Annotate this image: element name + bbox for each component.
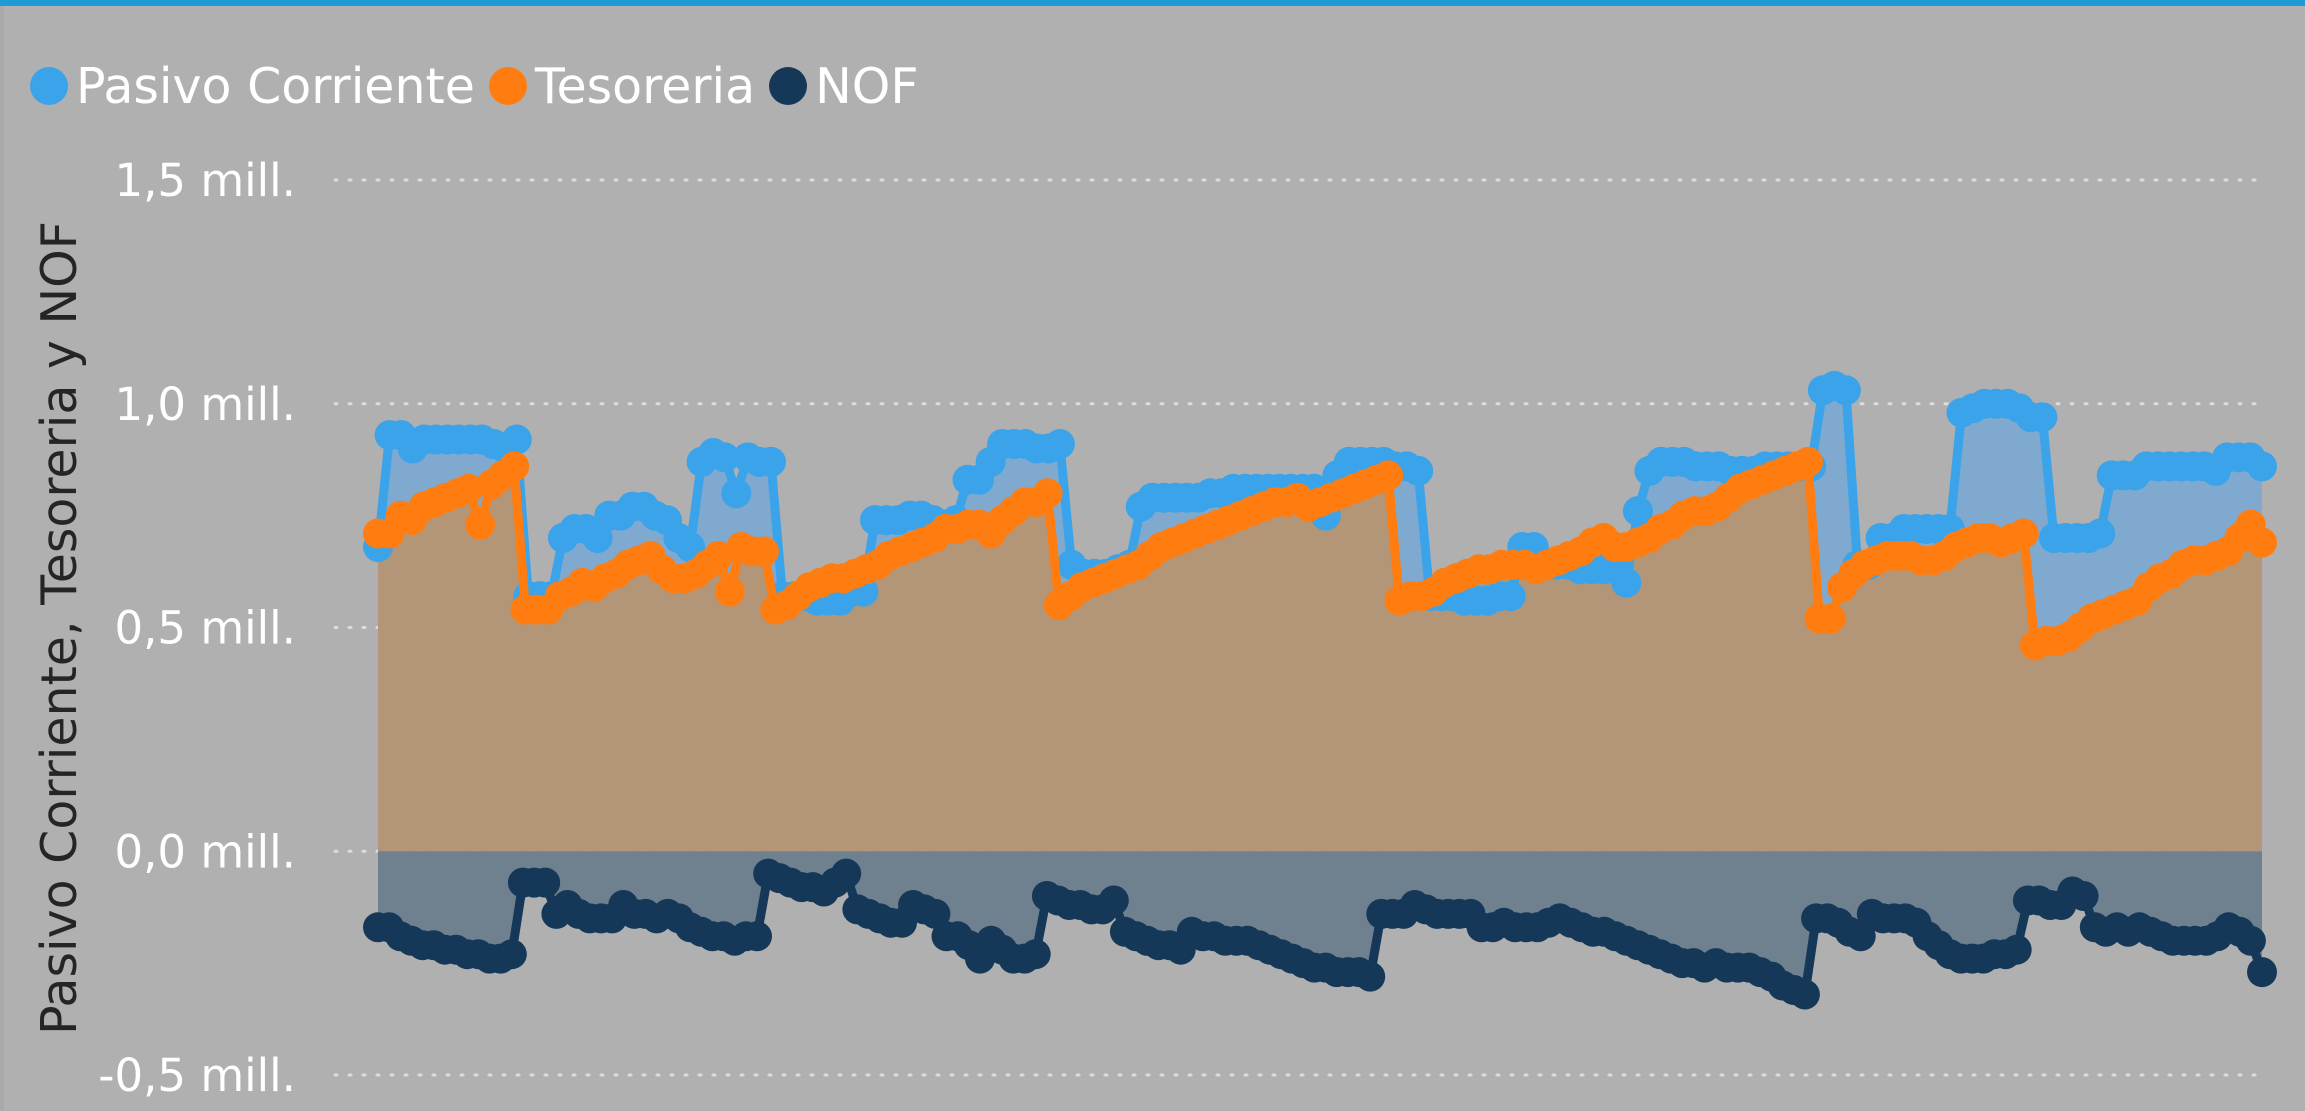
visual-left-edge	[0, 6, 4, 1111]
legend-marker-nof	[769, 67, 808, 105]
point-tesoreria-31	[714, 576, 745, 607]
y-tick-label-0: 1,5 mill.	[114, 154, 296, 207]
markers-nof	[363, 858, 2277, 1010]
point-tesoreria-145	[2008, 518, 2039, 549]
point-nof-153	[2068, 881, 2099, 911]
legend-label-pasivo-corriente: Pasivo Corriente	[76, 57, 475, 115]
point-pasivo-corriente-127	[1830, 375, 1861, 406]
legend-item-nof[interactable]: NOF	[769, 57, 919, 115]
point-pasivo-corriente-59	[1044, 429, 1075, 459]
point-pasivo-corriente-144	[2027, 402, 2058, 433]
point-tesoreria-166	[2247, 527, 2277, 558]
point-tesoreria-128	[1815, 603, 1846, 634]
legend-marker-tesoreria	[488, 67, 527, 105]
point-nof-66	[1098, 885, 1129, 916]
legend-marker-pasivo-corriente	[30, 67, 68, 105]
y-tick-label-3: 0,0 mill.	[114, 825, 296, 878]
legend-label-nof: NOF	[815, 57, 919, 115]
point-pasivo-corriente-90	[1403, 455, 1434, 486]
chart-legend: Pasivo Corriente Tesoreria NOF	[30, 56, 933, 116]
point-nof-12	[496, 939, 527, 970]
point-tesoreria-59	[1032, 478, 1063, 509]
point-nof-34	[742, 921, 772, 952]
point-pasivo-corriente-98	[1495, 581, 1526, 612]
point-pasivo-corriente-31	[721, 478, 752, 509]
point-nof-15	[530, 867, 561, 898]
point-pasivo-corriente-19	[582, 523, 613, 553]
point-tesoreria-126	[1793, 446, 1823, 477]
point-nof-50	[920, 898, 951, 929]
point-nof-59	[1020, 939, 1051, 970]
point-tesoreria-89	[1373, 460, 1404, 491]
point-pasivo-corriente-109	[1622, 496, 1653, 527]
point-nof-42	[831, 858, 862, 889]
point-pasivo-corriente-149	[2085, 518, 2116, 549]
point-nof-89	[1355, 961, 1386, 992]
visual-top-border	[0, 0, 2305, 6]
markers-tesoreria	[363, 446, 2277, 661]
point-pasivo-corriente-30	[709, 442, 740, 473]
point-tesoreria-34	[748, 536, 779, 567]
point-tesoreria-30	[703, 540, 734, 571]
point-pasivo-corriente-108	[1611, 567, 1642, 598]
area-nof	[378, 851, 2262, 995]
y-axis-title: Pasivo Corriente, Tesoreria y NOF	[31, 221, 88, 1035]
legend-item-tesoreria[interactable]: Tesoreria	[488, 57, 756, 115]
area-tesoreria	[378, 461, 2262, 852]
legend-label-tesoreria: Tesoreria	[534, 57, 756, 115]
point-nof-168	[2235, 925, 2266, 956]
point-nof-147	[2001, 934, 2032, 965]
point-pasivo-corriente-34	[756, 446, 786, 477]
point-pasivo-corriente-163	[2247, 451, 2277, 482]
point-nof-169	[2247, 957, 2277, 988]
point-tesoreria-8	[453, 473, 484, 504]
y-tick-label-1: 1,0 mill.	[114, 378, 296, 431]
point-nof-133	[1845, 921, 1876, 952]
point-pasivo-corriente-12	[501, 424, 532, 455]
point-nof-128	[1789, 979, 1820, 1010]
point-tesoreria-9	[465, 509, 496, 540]
point-tesoreria-12	[499, 451, 530, 482]
y-tick-label-4: -0,5 mill.	[98, 1049, 296, 1102]
legend-item-pasivo-corriente[interactable]: Pasivo Corriente	[30, 58, 475, 115]
y-tick-label-2: 0,5 mill.	[114, 602, 296, 655]
